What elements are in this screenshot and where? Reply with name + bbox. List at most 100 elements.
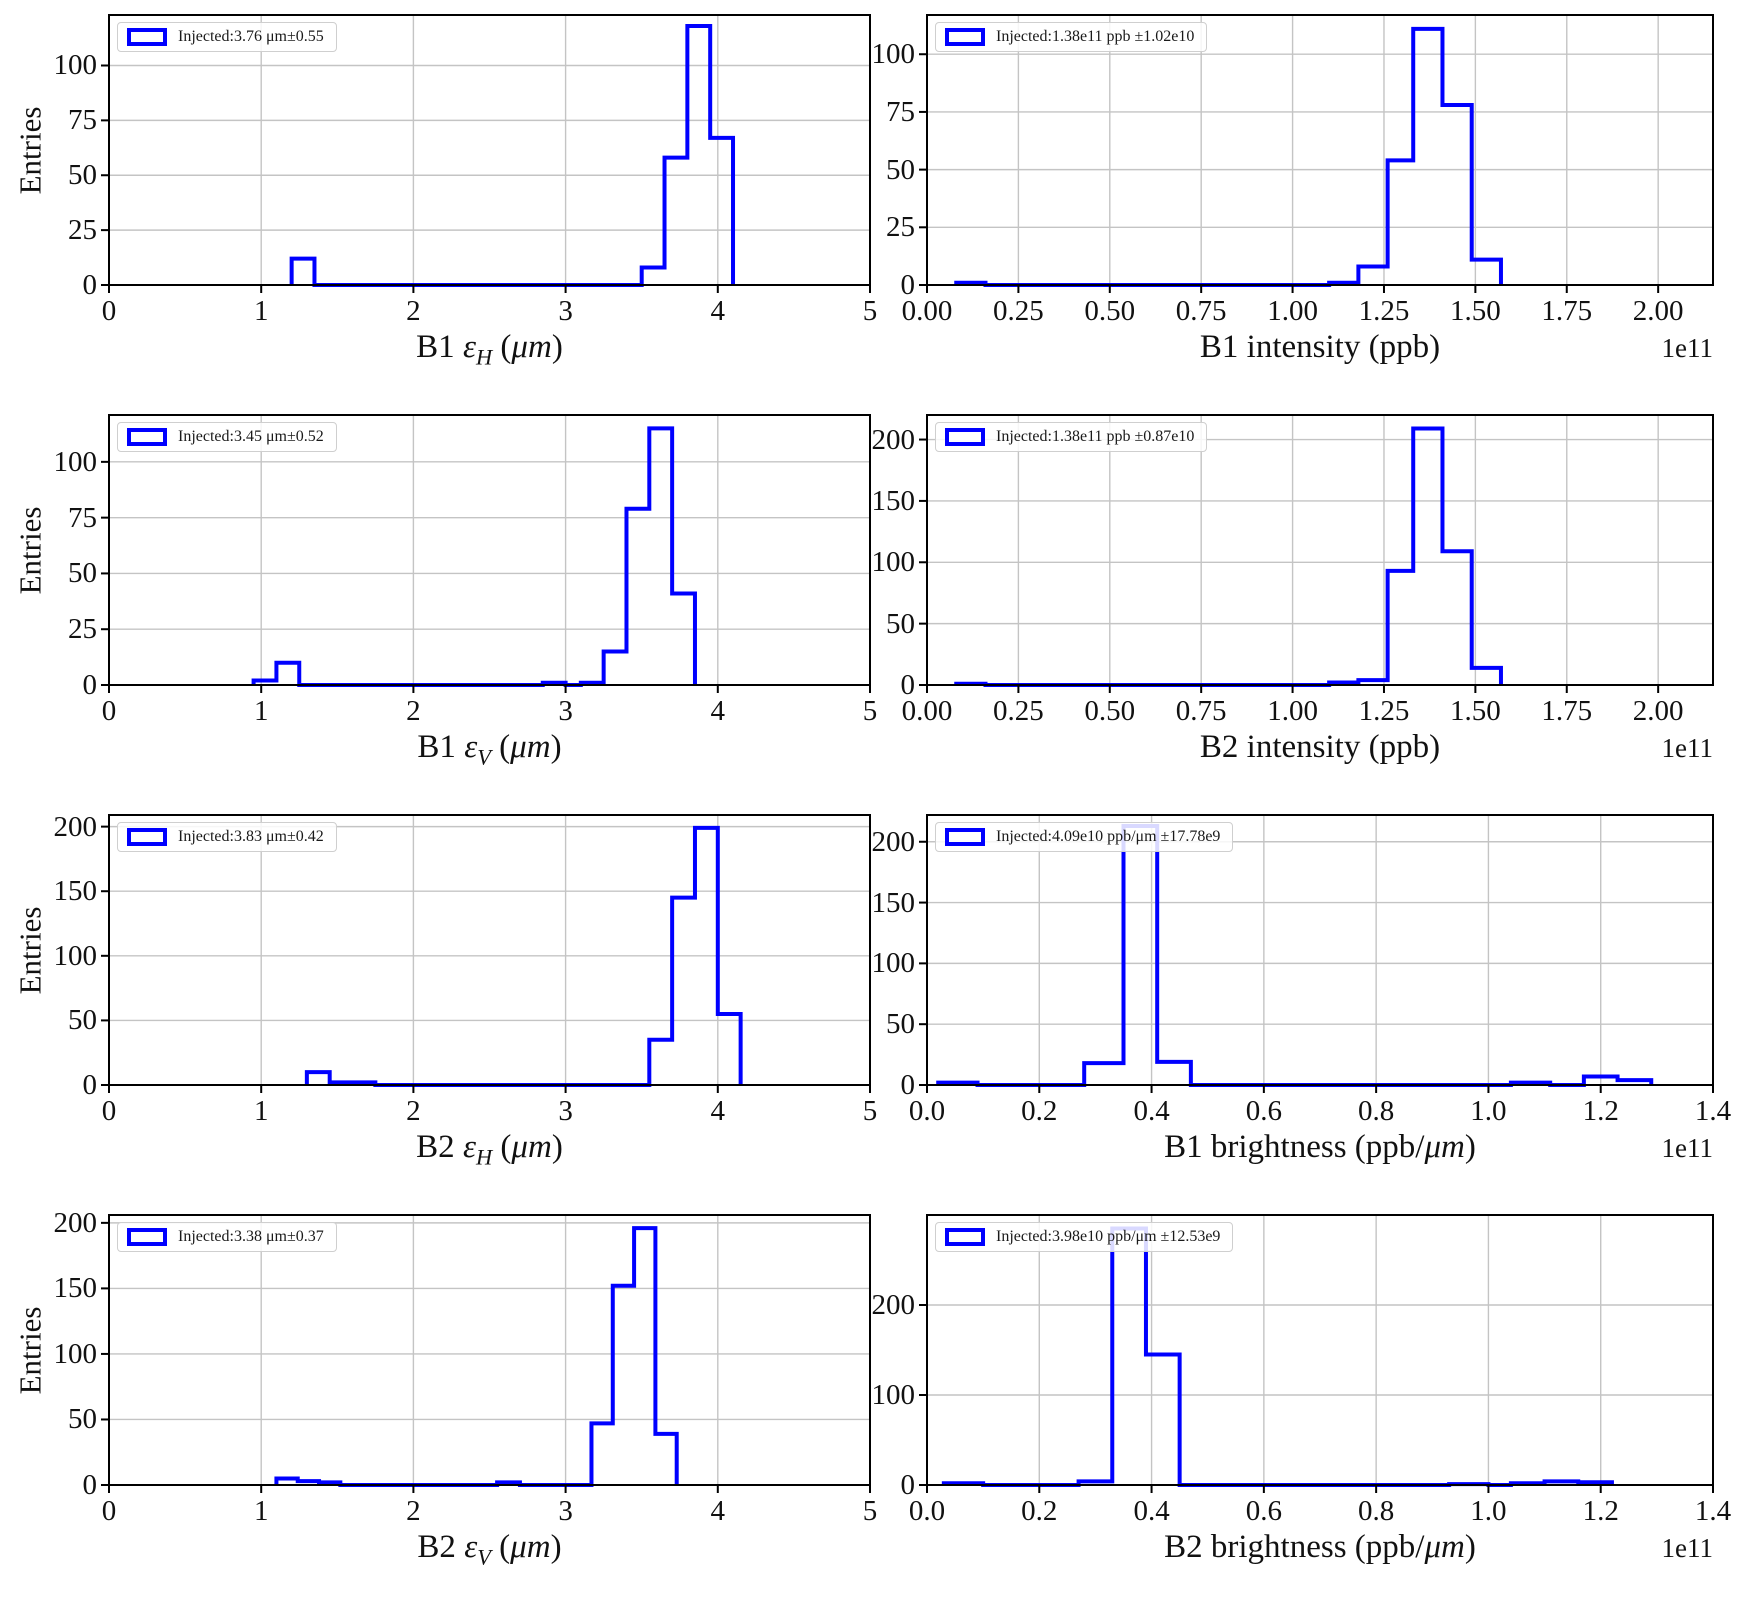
xtick-label: 1.4 [1694, 1495, 1732, 1527]
axis-offset-label: 1e11 [1661, 1133, 1713, 1163]
xlabel-part: ) [550, 1529, 562, 1565]
x-axis-label: B1 εH (μm) [240, 329, 740, 376]
xtick-label: 1.4 [1694, 1095, 1732, 1127]
legend-label: Injected:3.38 μm±0.37 [178, 1228, 324, 1245]
x-axis-label: B2 εH (μm) [240, 1129, 740, 1176]
grid [927, 1215, 1713, 1485]
xlabel-part: B1 intensity (ppb) [1199, 329, 1441, 365]
legend-box: Injected:3.45 μm±0.52 [117, 422, 337, 452]
xtick-label: 0 [101, 1095, 117, 1127]
legend-box: Injected:3.98e10 ppb/μm ±12.53e9 [935, 1222, 1234, 1252]
histogram-panel-4: 0 50 100 150 200 0 1 2 3 4 5 B2 εH (μm) Entries Injec… [0, 800, 880, 1200]
xtick-label: 1.0 [1470, 1095, 1507, 1127]
xtick-label: 2 [406, 1095, 421, 1127]
xlabel-part: ε [464, 1529, 478, 1565]
histogram-step-line [251, 426, 697, 687]
plot-canvas-2 [101, 414, 871, 693]
ytick-label: 150 [53, 875, 98, 908]
ytick-label: 200 [871, 1289, 916, 1321]
xtick-label: 4 [710, 1495, 726, 1527]
x-axis-label: B1 εV (μm) [240, 729, 740, 776]
ytick-label: 150 [871, 484, 916, 517]
legend-swatch-icon [945, 28, 985, 46]
xlabel-part: μm [510, 729, 551, 765]
xtick-label: 0.75 [1175, 295, 1227, 327]
axes-spines [108, 414, 871, 686]
xlabel-part: ε [462, 329, 476, 365]
xtick-label: 0.25 [993, 295, 1044, 327]
xlabel-part: μm [1424, 1129, 1465, 1165]
histogram-step-line [274, 1226, 679, 1487]
legend-box: Injected:1.38e11 ppb ±0.87e10 [935, 422, 1208, 452]
ytick-label: 0 [900, 1069, 916, 1101]
xtick-label: 1.2 [1582, 1495, 1619, 1527]
ytick-label: 0 [900, 269, 916, 301]
ytick-label: 0 [82, 669, 98, 701]
grid [927, 15, 1713, 285]
axes-spines [108, 1214, 871, 1486]
plot-canvas-5 [919, 814, 1714, 1093]
xlabel-part: ) [1464, 1529, 1476, 1565]
xlabel-part: B2 brightness (ppb/ [1164, 1529, 1425, 1565]
ytick-label: 0 [82, 1469, 98, 1501]
axes-spines [926, 414, 1714, 686]
xlabel-part: ( [492, 1129, 512, 1165]
xtick-label: 0.0 [908, 1095, 946, 1127]
xtick-label: 0.2 [1021, 1495, 1058, 1527]
tick-marks [919, 438, 1660, 693]
xlabel-part: ( [492, 329, 512, 365]
xtick-label: 0.6 [1245, 1495, 1282, 1527]
plot-canvas-7 [919, 1214, 1714, 1493]
xtick-label: 0.00 [901, 695, 953, 727]
xtick-label: 0.0 [908, 1495, 946, 1527]
histogram-step-line [936, 823, 1654, 1087]
ytick-label: 200 [871, 825, 916, 858]
x-axis-label: B2 intensity (ppb) [1070, 729, 1570, 765]
ytick-label: 150 [871, 886, 916, 919]
ytick-label: 0 [82, 269, 98, 301]
legend-swatch-icon [127, 428, 167, 446]
xlabel-part: B1 [416, 329, 463, 365]
xlabel-part: μm [510, 1529, 551, 1565]
xtick-label: 2.00 [1632, 295, 1684, 327]
ytick-label: 25 [886, 211, 915, 244]
grid [927, 415, 1713, 685]
legend-swatch-icon [127, 1228, 167, 1246]
ytick-label: 100 [871, 1379, 916, 1411]
xtick-label: 0.25 [993, 695, 1044, 727]
legend-swatch-icon [127, 828, 167, 846]
xtick-label: 0.8 [1358, 1095, 1395, 1127]
histogram-step-line [954, 26, 1503, 287]
xtick-label: 0.4 [1133, 1495, 1170, 1527]
xlabel-part: H [475, 1144, 493, 1170]
xtick-label: 4 [710, 295, 726, 327]
xlabel-part: V [477, 744, 491, 770]
xtick-label: 1.75 [1541, 295, 1593, 327]
xtick-label: 2.00 [1632, 695, 1684, 727]
xtick-label: 4 [710, 695, 726, 727]
xtick-label: 0.50 [1084, 695, 1136, 727]
legend-label: Injected:1.38e11 ppb ±1.02e10 [996, 28, 1195, 45]
histogram-step-line [954, 426, 1503, 687]
histogram-panel-3: 0 50 100 150 200 0.00 0.25 0.50 0.75 1.00 1.25 1.50… [872, 400, 1760, 800]
ytick-label: 100 [53, 445, 98, 478]
y-axis-label: Entries [12, 906, 48, 995]
xtick-label: 5 [862, 695, 878, 727]
ytick-label: 50 [886, 607, 915, 640]
legend-label: Injected:1.38e11 ppb ±0.87e10 [996, 428, 1195, 445]
ytick-label: 75 [886, 95, 915, 128]
ytick-label: 50 [886, 1008, 915, 1041]
xlabel-part: V [477, 1545, 491, 1570]
legend-label: Injected:3.45 μm±0.52 [178, 428, 324, 445]
xtick-label: 1.00 [1267, 695, 1318, 727]
xtick-label: 0.75 [1175, 695, 1227, 727]
histogram-panel-7: 0 100 200 0.0 0.2 0.4 0.6 0.8 1.0 1.2 1.4 B2 bright… [872, 1200, 1760, 1600]
ytick-label: 25 [68, 613, 97, 646]
xtick-label: 1.2 [1582, 1095, 1619, 1127]
xlabel-part: B1 [417, 729, 465, 765]
histogram-step-line [304, 825, 743, 1087]
xtick-label: 1.25 [1358, 295, 1410, 327]
xtick-label: 0 [101, 695, 117, 727]
legend-label: Injected:3.76 μm±0.55 [178, 28, 324, 45]
x-axis-label: B1 intensity (ppb) [1070, 329, 1570, 365]
